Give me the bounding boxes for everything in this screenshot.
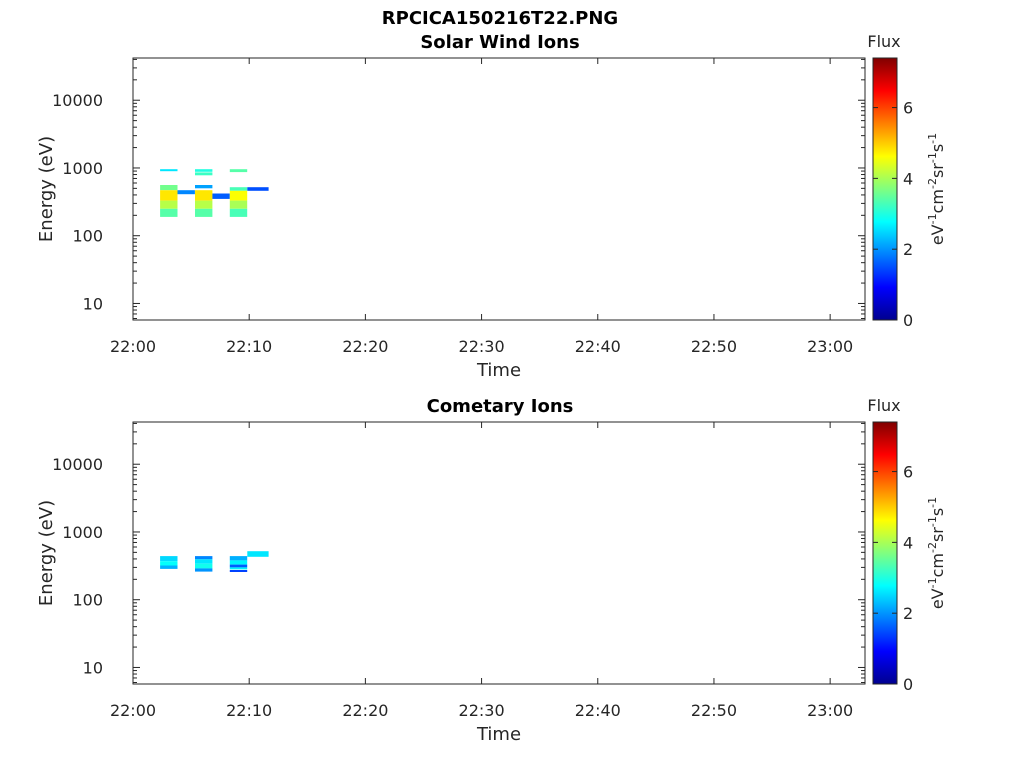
heatmap-cells xyxy=(160,169,269,217)
colorbar-tick-label: 4 xyxy=(903,169,913,188)
heatmap-cell xyxy=(177,190,195,195)
heatmap-cell xyxy=(229,190,248,201)
heatmap-cell xyxy=(229,187,248,191)
heatmap-cell xyxy=(195,568,213,572)
heatmap-cell xyxy=(195,559,213,564)
heatmap-cell xyxy=(195,563,213,569)
heatmap-cell xyxy=(229,169,248,173)
axes: 22:00 22:10 22:20 22:30 22:40 22:50 23:00 10 100… xyxy=(52,58,865,356)
x-tick-label: 23:00 xyxy=(807,337,853,356)
heatmap-cell xyxy=(195,185,213,189)
colorbar-label: Flux xyxy=(867,32,900,51)
panel-cometary: Cometary Ions 22:00 22:10 22:20 22:30 22:40 2… xyxy=(36,396,947,745)
y-tick-label: 10000 xyxy=(52,455,103,474)
heatmap-cell xyxy=(229,570,248,572)
x-tick-label: 22:00 xyxy=(110,337,156,356)
x-tick-label: 22:10 xyxy=(226,337,272,356)
x-tick-label: 22:40 xyxy=(575,337,621,356)
heatmap-cell xyxy=(229,564,248,568)
colorbar-tick-label: 6 xyxy=(903,463,913,482)
colorbar: Flux 0 2 4 6 eV-1cm-2sr-1s-1 xyxy=(867,32,947,330)
y-tick-label: 100 xyxy=(72,591,103,610)
heatmap-cells xyxy=(160,551,269,572)
heatmap-cell xyxy=(160,190,178,201)
y-tick-label: 10 xyxy=(83,294,103,313)
x-tick-label: 23:00 xyxy=(807,701,853,720)
heatmap-cell xyxy=(247,187,269,191)
x-axis-label: Time xyxy=(476,724,521,745)
heatmap-cell xyxy=(195,200,213,209)
heatmap-cell xyxy=(229,208,248,217)
figure-title: RPCICA150216T22.PNG xyxy=(382,8,618,29)
heatmap-cell xyxy=(160,169,178,172)
colorbar-ticks: 0 2 4 6 xyxy=(873,463,913,694)
colorbar-tick-label: 2 xyxy=(903,240,913,259)
heatmap-cell xyxy=(195,190,213,201)
heatmap-cell xyxy=(160,561,178,566)
x-tick-label: 22:20 xyxy=(342,337,388,356)
x-tick-label: 22:20 xyxy=(342,701,388,720)
x-tick-label: 22:00 xyxy=(110,701,156,720)
heatmap-cell xyxy=(195,208,213,217)
x-tick-label: 22:10 xyxy=(226,701,272,720)
y-tick-label: 100 xyxy=(72,227,103,246)
y-axis-label: Energy (eV) xyxy=(36,500,57,606)
colorbar-ticks: 0 2 4 6 xyxy=(873,99,913,330)
heatmap-cell xyxy=(195,172,213,176)
colorbar-label: Flux xyxy=(867,396,900,415)
panel-title: Cometary Ions xyxy=(427,396,574,417)
x-tick-label: 22:40 xyxy=(575,701,621,720)
plot-area xyxy=(132,57,866,321)
panel-title: Solar Wind Ions xyxy=(420,32,579,53)
colorbar-tick-label: 2 xyxy=(903,604,913,623)
x-tick-label: 22:50 xyxy=(691,337,737,356)
colorbar-unit: eV-1cm-2sr-1s-1 xyxy=(926,133,947,245)
heatmap-cell xyxy=(229,560,248,565)
x-tick-label: 22:30 xyxy=(459,701,505,720)
heatmap-cell xyxy=(160,556,178,562)
heatmap-cell xyxy=(195,556,213,560)
heatmap-cell xyxy=(212,193,230,199)
heatmap-cell xyxy=(160,208,178,217)
colorbar-gradient xyxy=(872,421,898,685)
y-tick-label: 1000 xyxy=(62,523,103,542)
colorbar-tick-label: 0 xyxy=(903,675,913,694)
panel-solar-wind: Solar Wind Ions 22:00 22:10 22:20 22:30 22:4… xyxy=(36,32,947,381)
heatmap-cell xyxy=(229,556,248,561)
heatmap-cell xyxy=(160,565,178,569)
heatmap-cell xyxy=(247,551,269,557)
y-axis-label: Energy (eV) xyxy=(36,136,57,242)
colorbar: Flux 0 2 4 6 eV-1cm-2sr-1s-1 xyxy=(867,396,947,694)
plot-area xyxy=(132,421,866,685)
x-tick-label: 22:30 xyxy=(459,337,505,356)
x-axis-label: Time xyxy=(476,360,521,381)
heatmap-cell xyxy=(229,567,248,570)
y-tick-label: 1000 xyxy=(62,159,103,178)
colorbar-gradient xyxy=(872,57,898,321)
heatmap-cell xyxy=(160,200,178,209)
heatmap-cell xyxy=(195,169,213,172)
y-tick-label: 10 xyxy=(83,658,103,677)
colorbar-tick-label: 4 xyxy=(903,533,913,552)
axes: 22:00 22:10 22:20 22:30 22:40 22:50 23:00 10 100… xyxy=(52,422,865,720)
x-tick-label: 22:50 xyxy=(691,701,737,720)
colorbar-tick-label: 0 xyxy=(903,311,913,330)
colorbar-unit: eV-1cm-2sr-1s-1 xyxy=(926,497,947,609)
heatmap-cell xyxy=(160,185,178,191)
y-tick-label: 10000 xyxy=(52,91,103,110)
colorbar-tick-label: 6 xyxy=(903,99,913,118)
heatmap-cell xyxy=(229,200,248,209)
